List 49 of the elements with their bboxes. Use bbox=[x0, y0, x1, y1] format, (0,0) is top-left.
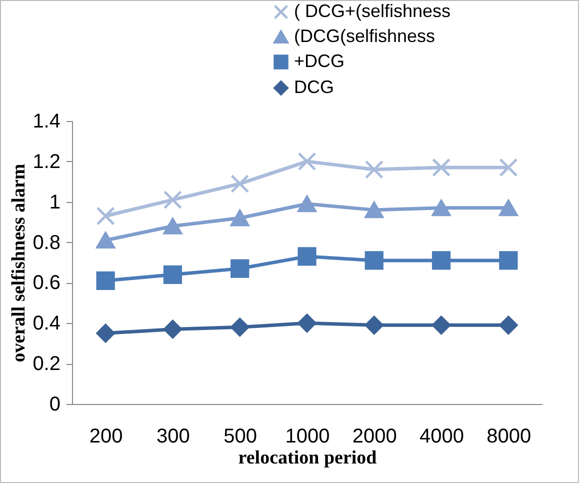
point bbox=[499, 316, 518, 334]
y-tick-label: 1 bbox=[49, 191, 60, 214]
point bbox=[163, 320, 182, 339]
point bbox=[364, 160, 384, 179]
point bbox=[364, 251, 384, 270]
point bbox=[432, 200, 451, 216]
point bbox=[432, 316, 451, 334]
point bbox=[230, 318, 250, 336]
point bbox=[96, 324, 115, 343]
point bbox=[499, 200, 518, 216]
point bbox=[298, 314, 316, 332]
y-tick-label: 0.6 bbox=[32, 272, 60, 294]
point bbox=[432, 158, 451, 177]
point bbox=[298, 152, 316, 171]
y-tick-label: 0 bbox=[49, 394, 60, 416]
point bbox=[96, 271, 115, 290]
point bbox=[230, 259, 250, 278]
point bbox=[96, 206, 115, 226]
y-tick-label: 0.2 bbox=[32, 353, 60, 376]
point bbox=[364, 202, 384, 218]
x-axis-title: relocation period bbox=[238, 448, 378, 468]
legend-label: ( DCG+(selfishness bbox=[294, 1, 451, 21]
point bbox=[298, 196, 316, 212]
y-tick-label: 0.4 bbox=[32, 312, 60, 335]
y-axis-title: overall selfishness alarm bbox=[8, 164, 30, 362]
point bbox=[163, 218, 182, 234]
y-tick-label: 1.2 bbox=[32, 150, 60, 173]
legend-label: +DCG bbox=[294, 51, 345, 71]
x-tick-label: 300 bbox=[156, 426, 190, 448]
y-tick-label: 1.4 bbox=[32, 110, 60, 132]
point bbox=[499, 158, 518, 177]
point bbox=[364, 316, 384, 334]
x-tick-label: 500 bbox=[224, 426, 258, 448]
point bbox=[163, 190, 182, 210]
x-tick-label: 4000 bbox=[420, 426, 464, 448]
point bbox=[230, 174, 250, 193]
point bbox=[163, 265, 182, 284]
y-tick-label: 0.8 bbox=[32, 232, 60, 254]
x-tick-label: 2000 bbox=[352, 426, 397, 448]
x-tick-label: 8000 bbox=[486, 426, 532, 448]
point bbox=[230, 210, 250, 226]
legend-label: (DCG(selfishness bbox=[294, 26, 436, 46]
point bbox=[432, 251, 451, 270]
x-tick-label: 1000 bbox=[285, 426, 330, 448]
x-tick-label: 200 bbox=[89, 426, 123, 448]
point bbox=[298, 247, 316, 266]
point bbox=[96, 232, 115, 248]
legend-label: DCG bbox=[294, 77, 334, 97]
point bbox=[499, 251, 518, 270]
